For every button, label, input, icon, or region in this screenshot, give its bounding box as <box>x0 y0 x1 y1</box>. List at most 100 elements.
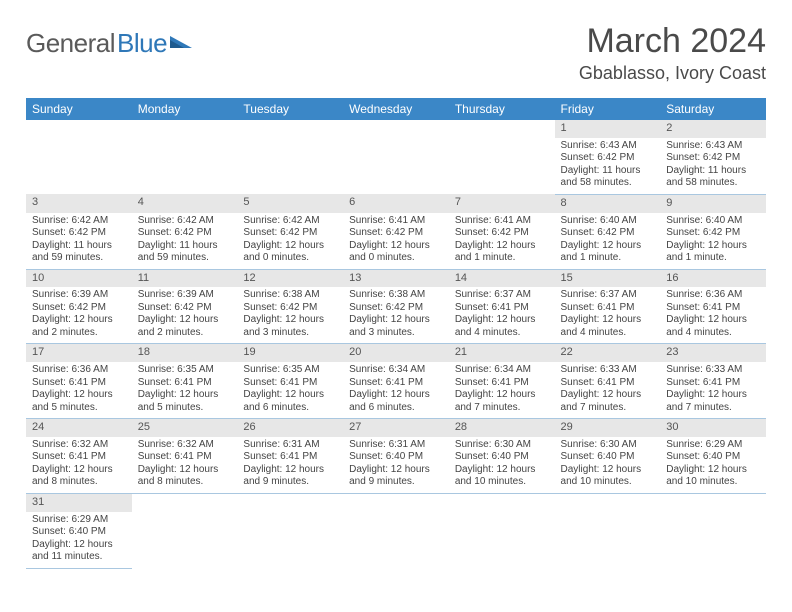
sunrise-text: Sunrise: 6:29 AM <box>32 514 126 527</box>
day-cell <box>26 138 132 195</box>
day-number <box>132 120 238 138</box>
day-cell <box>449 512 555 569</box>
day-cell <box>343 138 449 195</box>
day-number-row: 3456789 <box>26 194 766 212</box>
day-header: Monday <box>132 98 238 120</box>
location: Gbablasso, Ivory Coast <box>579 63 766 84</box>
day-number: 20 <box>343 344 449 362</box>
title-block: March 2024 Gbablasso, Ivory Coast <box>579 22 766 84</box>
day-header-row: SundayMondayTuesdayWednesdayThursdayFrid… <box>26 98 766 120</box>
day-number: 12 <box>237 269 343 287</box>
day-cell: Sunrise: 6:29 AMSunset: 6:40 PMDaylight:… <box>660 437 766 494</box>
sunrise-text: Sunrise: 6:43 AM <box>666 140 760 153</box>
day-cell: Sunrise: 6:41 AMSunset: 6:42 PMDaylight:… <box>449 213 555 270</box>
daylight-text: Daylight: 12 hours and 7 minutes. <box>455 389 549 414</box>
sunrise-text: Sunrise: 6:42 AM <box>32 215 126 228</box>
daylight-text: Daylight: 12 hours and 7 minutes. <box>666 389 760 414</box>
day-cell: Sunrise: 6:40 AMSunset: 6:42 PMDaylight:… <box>660 213 766 270</box>
day-cell: Sunrise: 6:30 AMSunset: 6:40 PMDaylight:… <box>449 437 555 494</box>
daylight-text: Daylight: 12 hours and 11 minutes. <box>32 539 126 564</box>
logo-flag-icon <box>170 34 192 55</box>
day-cell: Sunrise: 6:39 AMSunset: 6:42 PMDaylight:… <box>26 287 132 344</box>
day-number <box>26 120 132 138</box>
sunset-text: Sunset: 6:41 PM <box>32 377 126 390</box>
sunset-text: Sunset: 6:42 PM <box>32 227 126 240</box>
day-number: 11 <box>132 269 238 287</box>
day-number: 23 <box>660 344 766 362</box>
daylight-text: Daylight: 12 hours and 6 minutes. <box>349 389 443 414</box>
daylight-text: Daylight: 12 hours and 8 minutes. <box>32 464 126 489</box>
sunset-text: Sunset: 6:42 PM <box>666 227 760 240</box>
day-cell <box>132 512 238 569</box>
day-cell: Sunrise: 6:39 AMSunset: 6:42 PMDaylight:… <box>132 287 238 344</box>
sunrise-text: Sunrise: 6:29 AM <box>666 439 760 452</box>
day-cell: Sunrise: 6:29 AMSunset: 6:40 PMDaylight:… <box>26 512 132 569</box>
day-cell <box>237 512 343 569</box>
day-number: 9 <box>660 194 766 212</box>
daylight-text: Daylight: 11 hours and 58 minutes. <box>666 165 760 190</box>
day-header: Saturday <box>660 98 766 120</box>
day-cell <box>343 512 449 569</box>
daylight-text: Daylight: 12 hours and 9 minutes. <box>243 464 337 489</box>
day-number: 26 <box>237 419 343 437</box>
sunset-text: Sunset: 6:42 PM <box>138 302 232 315</box>
day-number <box>343 493 449 511</box>
day-cell: Sunrise: 6:41 AMSunset: 6:42 PMDaylight:… <box>343 213 449 270</box>
sunset-text: Sunset: 6:40 PM <box>32 526 126 539</box>
day-number: 7 <box>449 194 555 212</box>
day-header: Thursday <box>449 98 555 120</box>
sunset-text: Sunset: 6:42 PM <box>243 302 337 315</box>
sunset-text: Sunset: 6:40 PM <box>666 451 760 464</box>
day-cell: Sunrise: 6:43 AMSunset: 6:42 PMDaylight:… <box>660 138 766 195</box>
day-number-row: 12 <box>26 120 766 138</box>
daylight-text: Daylight: 12 hours and 8 minutes. <box>138 464 232 489</box>
day-number: 24 <box>26 419 132 437</box>
sunset-text: Sunset: 6:40 PM <box>455 451 549 464</box>
day-cell <box>132 138 238 195</box>
sunset-text: Sunset: 6:41 PM <box>666 302 760 315</box>
sunrise-text: Sunrise: 6:41 AM <box>455 215 549 228</box>
day-number: 4 <box>132 194 238 212</box>
day-cell <box>555 512 661 569</box>
sunset-text: Sunset: 6:42 PM <box>349 227 443 240</box>
daylight-text: Daylight: 12 hours and 0 minutes. <box>243 240 337 265</box>
sunrise-text: Sunrise: 6:38 AM <box>349 289 443 302</box>
day-cell: Sunrise: 6:32 AMSunset: 6:41 PMDaylight:… <box>26 437 132 494</box>
day-number: 30 <box>660 419 766 437</box>
daylight-text: Daylight: 11 hours and 58 minutes. <box>561 165 655 190</box>
day-number-row: 31 <box>26 493 766 511</box>
day-header: Friday <box>555 98 661 120</box>
day-content-row: Sunrise: 6:42 AMSunset: 6:42 PMDaylight:… <box>26 213 766 270</box>
day-number: 16 <box>660 269 766 287</box>
sunrise-text: Sunrise: 6:32 AM <box>32 439 126 452</box>
day-cell: Sunrise: 6:31 AMSunset: 6:41 PMDaylight:… <box>237 437 343 494</box>
sunrise-text: Sunrise: 6:36 AM <box>32 364 126 377</box>
day-number: 6 <box>343 194 449 212</box>
day-cell: Sunrise: 6:35 AMSunset: 6:41 PMDaylight:… <box>132 362 238 419</box>
day-number-row: 24252627282930 <box>26 419 766 437</box>
sunrise-text: Sunrise: 6:39 AM <box>138 289 232 302</box>
sunset-text: Sunset: 6:41 PM <box>138 451 232 464</box>
sunset-text: Sunset: 6:42 PM <box>32 302 126 315</box>
day-cell: Sunrise: 6:42 AMSunset: 6:42 PMDaylight:… <box>26 213 132 270</box>
sunrise-text: Sunrise: 6:43 AM <box>561 140 655 153</box>
day-number <box>237 120 343 138</box>
daylight-text: Daylight: 12 hours and 5 minutes. <box>138 389 232 414</box>
day-content-row: Sunrise: 6:39 AMSunset: 6:42 PMDaylight:… <box>26 287 766 344</box>
day-cell: Sunrise: 6:34 AMSunset: 6:41 PMDaylight:… <box>449 362 555 419</box>
sunrise-text: Sunrise: 6:42 AM <box>138 215 232 228</box>
day-number: 3 <box>26 194 132 212</box>
day-content-row: Sunrise: 6:29 AMSunset: 6:40 PMDaylight:… <box>26 512 766 569</box>
sunrise-text: Sunrise: 6:30 AM <box>455 439 549 452</box>
day-number: 27 <box>343 419 449 437</box>
day-cell: Sunrise: 6:33 AMSunset: 6:41 PMDaylight:… <box>660 362 766 419</box>
daylight-text: Daylight: 12 hours and 1 minute. <box>455 240 549 265</box>
day-number: 28 <box>449 419 555 437</box>
day-number <box>132 493 238 511</box>
day-header: Wednesday <box>343 98 449 120</box>
daylight-text: Daylight: 11 hours and 59 minutes. <box>138 240 232 265</box>
day-cell: Sunrise: 6:31 AMSunset: 6:40 PMDaylight:… <box>343 437 449 494</box>
sunrise-text: Sunrise: 6:37 AM <box>455 289 549 302</box>
month-title: March 2024 <box>579 22 766 61</box>
day-number-row: 10111213141516 <box>26 269 766 287</box>
